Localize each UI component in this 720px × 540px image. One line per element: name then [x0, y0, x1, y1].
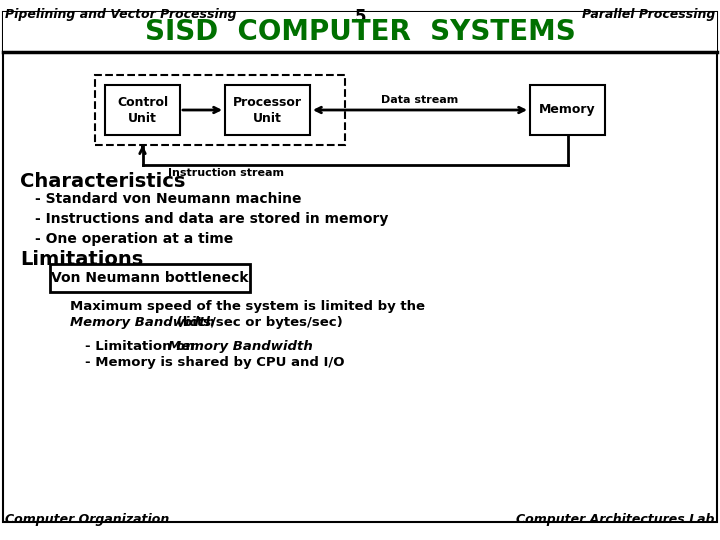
Bar: [105, 85, 180, 135]
Text: Computer Organization: Computer Organization: [5, 513, 169, 526]
Text: 5: 5: [354, 8, 366, 26]
Text: - Standard von Neumann machine: - Standard von Neumann machine: [35, 192, 302, 206]
Text: Control
Unit: Control Unit: [117, 96, 168, 125]
Text: Limitations: Limitations: [20, 250, 143, 269]
Text: Memory: Memory: [539, 104, 596, 117]
Text: Processor
Unit: Processor Unit: [233, 96, 302, 125]
Text: Instruction stream: Instruction stream: [168, 168, 284, 178]
Text: SISD  COMPUTER  SYSTEMS: SISD COMPUTER SYSTEMS: [145, 18, 575, 46]
Text: Data stream: Data stream: [382, 95, 459, 105]
Bar: [50, 264, 250, 292]
Text: - Memory is shared by CPU and I/O: - Memory is shared by CPU and I/O: [85, 356, 344, 369]
Text: - One operation at a time: - One operation at a time: [35, 232, 233, 246]
Text: Parallel Processing: Parallel Processing: [582, 8, 715, 21]
Text: Memory Bandwidth: Memory Bandwidth: [70, 316, 215, 329]
Bar: [225, 85, 310, 135]
Bar: [95, 75, 345, 145]
Text: Computer Architectures Lab: Computer Architectures Lab: [516, 513, 715, 526]
Text: - Limitation on: - Limitation on: [85, 340, 199, 353]
Text: Characteristics: Characteristics: [20, 172, 185, 191]
Text: (bits/sec or bytes/sec): (bits/sec or bytes/sec): [172, 316, 343, 329]
Text: Pipelining and Vector Processing: Pipelining and Vector Processing: [5, 8, 237, 21]
Text: Von Neumann bottleneck: Von Neumann bottleneck: [51, 271, 248, 285]
Text: Maximum speed of the system is limited by the: Maximum speed of the system is limited b…: [70, 300, 425, 313]
Text: - Instructions and data are stored in memory: - Instructions and data are stored in me…: [35, 212, 388, 226]
Bar: [3, 12, 717, 52]
Text: Memory Bandwidth: Memory Bandwidth: [168, 340, 312, 353]
Bar: [530, 85, 605, 135]
